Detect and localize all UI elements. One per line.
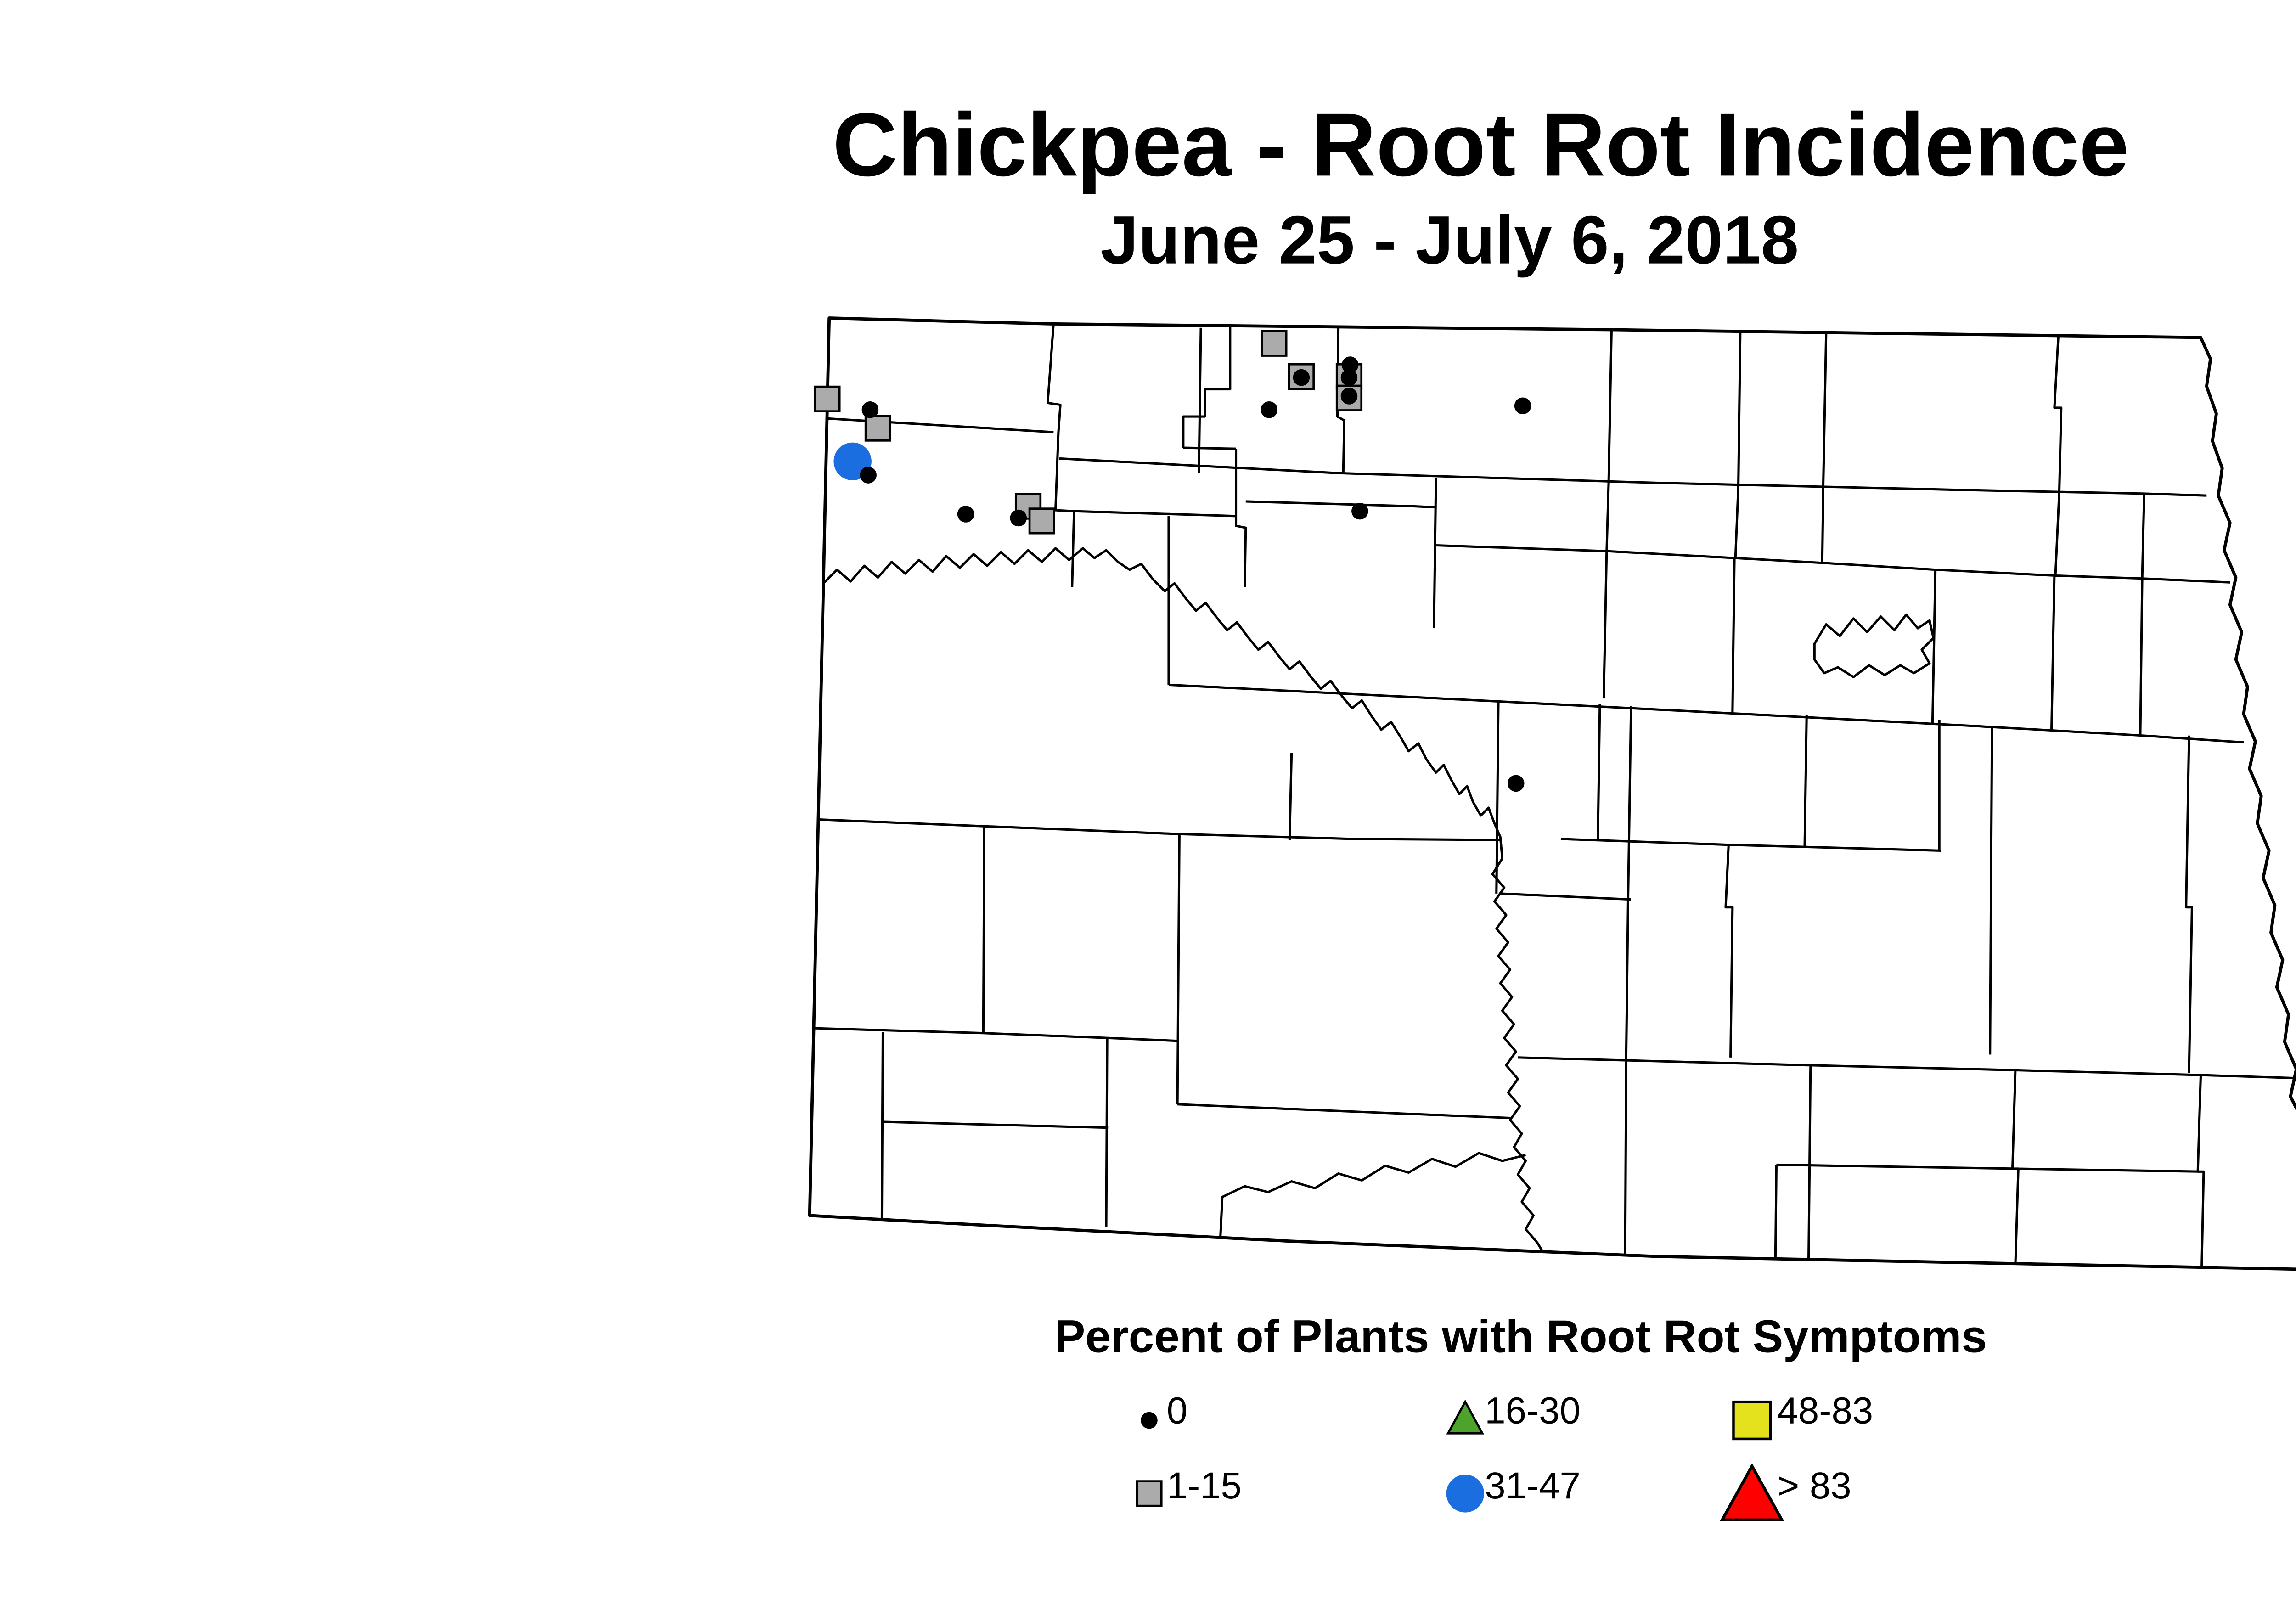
map-point-1-15	[864, 415, 892, 442]
map-point-1-15	[1261, 330, 1288, 357]
legend-marker-circle-large	[1446, 1475, 1484, 1513]
map-point-0	[860, 467, 877, 484]
map-point-0	[861, 401, 879, 418]
devils-lake	[1813, 613, 1935, 678]
legend-marker-square-large	[1732, 1400, 1772, 1441]
county-boundaries	[813, 324, 2296, 1267]
map-point-0	[1351, 502, 1368, 520]
map-point-0	[957, 506, 974, 523]
map-point-0	[1340, 369, 1358, 386]
legend-label: 31-47	[1485, 1465, 1581, 1507]
map-point-1-15	[1028, 507, 1055, 535]
legend-label: 16-30	[1485, 1390, 1581, 1431]
legend-layer: 0 16-30 48-83 1-15 31-47 > 83	[1136, 1390, 1874, 1521]
map-point-1-15	[814, 385, 841, 412]
page-subtitle: June 25 - July 6, 2018	[1100, 203, 1799, 279]
legend-title: Percent of Plants with Root Rot Symptoms	[1054, 1311, 1987, 1362]
map-point-0	[1507, 775, 1525, 792]
legend-label: 0	[1167, 1390, 1187, 1431]
map-point-0	[1010, 509, 1027, 527]
map-points-layer	[814, 330, 1531, 792]
legend-marker-triangle-large	[1719, 1463, 1784, 1521]
missouri-river	[822, 547, 1544, 1253]
page-title: Chickpea - Root Rot Incidence	[833, 93, 2129, 195]
legend-label: 48-83	[1778, 1390, 1874, 1431]
map-point-0	[1340, 388, 1358, 405]
legend-marker-square-small	[1136, 1480, 1163, 1507]
cannonball-river	[1219, 1152, 1526, 1238]
map-point-0	[1514, 397, 1531, 414]
legend-label: > 83	[1778, 1465, 1851, 1507]
map-point-0	[1293, 369, 1310, 386]
legend-label: 1-15	[1167, 1465, 1242, 1507]
map-point-0	[1261, 401, 1278, 418]
legend-marker-dot	[1141, 1412, 1158, 1429]
map-point-0	[1341, 356, 1359, 373]
state-outline	[808, 316, 2296, 1271]
legend-marker-triangle-small	[1446, 1399, 1485, 1435]
